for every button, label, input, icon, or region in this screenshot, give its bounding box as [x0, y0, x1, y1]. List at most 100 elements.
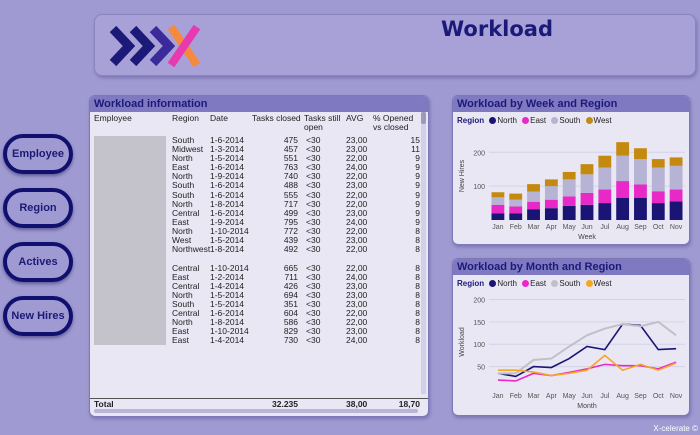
table-row[interactable]: Midwest 1-3-2014 457 <30 23,00 11	[90, 145, 420, 155]
table-row[interactable]: East 1-10-2014 829 <30 23,00 8	[90, 326, 420, 337]
table-row[interactable]: Northwest 1-8-2014 492 <30 22,00 8	[90, 244, 420, 264]
nav-button-actives[interactable]: Actives	[3, 242, 73, 282]
table-header: Employee Region Date Tasks closed Tasks …	[90, 112, 420, 136]
table-row[interactable]: Central 1-6-2014 604 <30 22,00 8	[90, 307, 420, 319]
column-header-pct[interactable]: % Opened vs closed	[373, 113, 414, 132]
line-north	[497, 323, 677, 378]
table-row[interactable]: South 1-6-2014 475 <30 23,00 15	[90, 136, 420, 146]
cell-employee	[94, 181, 166, 191]
nav-button-new-hires[interactable]: New Hires	[3, 296, 73, 336]
cell-pct: 11	[411, 145, 420, 155]
week-region-chart-panel: Workload by Week and Region Region North…	[452, 95, 690, 245]
cell-pct: 8	[415, 263, 420, 273]
legend-west-dot	[585, 280, 593, 287]
table-row[interactable]: North 1-9-2014 740 <30 22,00 9	[90, 171, 420, 182]
table-vertical-scrollbar[interactable]	[421, 112, 426, 394]
legend-east-dot	[522, 280, 530, 287]
bar-east	[634, 184, 647, 198]
table-scroll-thumb[interactable]	[421, 112, 426, 124]
bar-south	[562, 179, 576, 197]
table-row[interactable]: South 1-6-2014 488 <30 23,00 9	[90, 180, 420, 191]
y-axis-label: New Hires	[459, 159, 466, 192]
table-row[interactable]: North 1-8-2014 717 <30 22,00 9	[90, 199, 420, 209]
bar-east	[598, 189, 612, 204]
table-row[interactable]: North 1-8-2014 586 <30 22,00 8	[90, 317, 420, 328]
cell-employee	[94, 236, 166, 246]
table-row[interactable]: North 1-5-2014 551 <30 22,00 9	[90, 153, 420, 164]
bar-north	[634, 198, 647, 220]
bar-north	[491, 213, 505, 220]
table-row[interactable]: East 1-4-2014 730 <30 24,00 8	[90, 335, 420, 346]
legend-south[interactable]: South	[559, 279, 581, 288]
legend-north[interactable]: North	[497, 116, 517, 125]
cell-date: 1-5-2014	[210, 153, 245, 164]
cell-employee	[94, 136, 166, 146]
cell-date: 1-5-2014	[210, 235, 245, 246]
table-row[interactable]: East 1-6-2014 763 <30 24,00 9	[90, 162, 420, 173]
cell-region: South	[172, 180, 195, 191]
bar-north	[562, 205, 576, 220]
cell-avg: 22,00	[346, 307, 368, 318]
bar-south	[527, 191, 540, 202]
cell-avg: 23,00	[346, 326, 368, 337]
x-tick-label: Aug	[616, 393, 629, 400]
legend-west[interactable]: West	[593, 279, 612, 288]
cell-avg: 24,00	[346, 216, 368, 227]
column-header-region[interactable]: Region	[172, 113, 199, 123]
cell-pct: 8	[415, 327, 420, 337]
table-row[interactable]: South 1-6-2014 555 <30 22,00 9	[90, 190, 420, 200]
cell-tasks: 604	[283, 307, 298, 318]
table-row[interactable]: East 1-2-2014 711 <30 24,00 8	[90, 272, 420, 282]
cell-open: <30	[306, 171, 321, 182]
column-header-employee[interactable]: Employee	[94, 113, 132, 123]
legend-west[interactable]: West	[593, 116, 612, 125]
nav-button-region[interactable]: Region	[3, 188, 73, 228]
cell-avg: 22,00	[346, 244, 368, 255]
cell-region: North	[172, 289, 193, 300]
cell-region: North	[172, 317, 193, 328]
cell-open: <30	[306, 216, 321, 227]
table-row[interactable]: Central 1-6-2014 499 <30 23,00 9	[90, 208, 420, 218]
legend-east[interactable]: East	[530, 279, 547, 288]
bar-north	[651, 203, 665, 220]
cell-employee	[94, 308, 166, 319]
legend-north[interactable]: North	[497, 279, 517, 288]
column-header-tasks-open[interactable]: Tasks still open	[304, 113, 341, 132]
x-tick-label: Jul	[600, 393, 609, 400]
table-horizontal-scrollbar[interactable]	[94, 409, 418, 413]
table-row[interactable]: West 1-5-2014 439 <30 23,00 8	[90, 235, 420, 246]
column-header-date[interactable]: Date	[210, 113, 228, 123]
bar-south	[616, 155, 630, 182]
cell-employee	[94, 336, 166, 346]
total-tasks: 32.235	[272, 399, 298, 409]
bar-south	[491, 197, 505, 205]
column-header-tasks-closed[interactable]: Tasks closed	[252, 113, 301, 123]
legend-east[interactable]: East	[530, 116, 547, 125]
x-tick-label: Jun	[581, 224, 592, 231]
cell-avg: 24,00	[346, 335, 368, 346]
cell-region: North	[172, 171, 193, 182]
table-row[interactable]: Central 1-4-2014 426 <30 23,00 8	[90, 281, 420, 291]
column-header-avg[interactable]: AVG	[346, 113, 364, 123]
bar-north	[509, 213, 523, 220]
cell-open: <30	[306, 162, 321, 173]
x-tick-label: May	[563, 224, 577, 231]
table-row[interactable]: East 1-9-2014 795 <30 24,00 9	[90, 216, 420, 227]
bar-south	[598, 167, 612, 190]
table-row[interactable]: North 1-10-2014 772 <30 22,00 8	[90, 226, 420, 237]
cell-tasks: 829	[283, 326, 298, 337]
table-row[interactable]: Central 1-10-2014 665 <30 22,00 8	[90, 263, 420, 273]
cell-tasks: 351	[283, 298, 298, 309]
cell-open: <30	[306, 298, 321, 309]
bar-west	[509, 193, 523, 200]
bar-east	[562, 196, 576, 206]
cell-employee	[94, 154, 166, 164]
table-row[interactable]: North 1-5-2014 694 <30 23,00 8	[90, 289, 420, 300]
cell-date: 1-4-2014	[210, 335, 245, 346]
nav-button-employee[interactable]: Employee	[3, 134, 73, 174]
cell-open: <30	[306, 335, 321, 346]
cell-tasks: 730	[283, 335, 298, 346]
cell-pct: 8	[415, 281, 420, 291]
legend-south[interactable]: South	[559, 116, 581, 125]
table-row[interactable]: South 1-5-2014 351 <30 23,00 8	[90, 298, 420, 309]
